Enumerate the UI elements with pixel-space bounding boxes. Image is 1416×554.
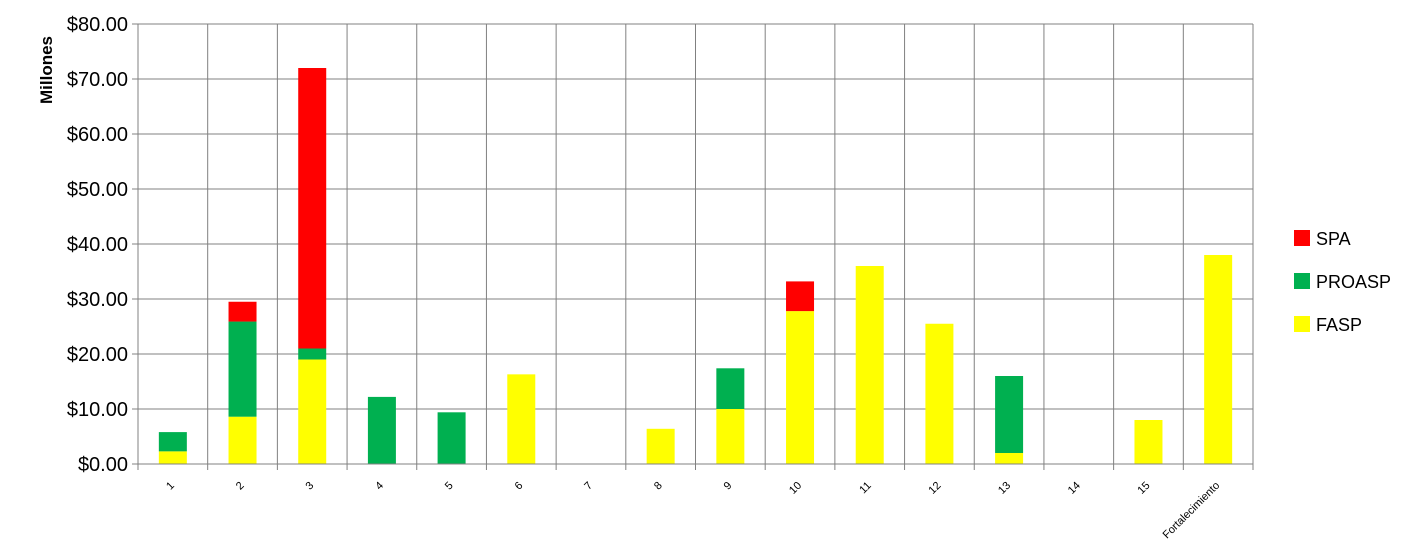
y-tick-label: $30.00 [67, 289, 128, 311]
y-tick-label: $70.00 [67, 69, 128, 91]
y-axis-label: Millones [37, 36, 56, 104]
x-tick-label: 4 [373, 480, 386, 493]
bar-fasp-8 [646, 428, 675, 464]
bar-fasp-12 [925, 323, 954, 464]
x-tick-label: 2 [234, 480, 247, 493]
bar-proasp-3 [298, 348, 327, 360]
y-tick-label: $60.00 [67, 124, 128, 146]
x-tick-labels: 1 2 3 4 5 6 7 8 9 10 11 12 13 14 15 Fortalecimiento [164, 480, 1222, 542]
bar-fasp-11 [855, 266, 884, 464]
bar-fasp-6 [507, 374, 536, 464]
bar-fasp-9 [716, 409, 745, 464]
legend-label-spa: SPA [1316, 229, 1351, 249]
bar-proasp-13 [995, 376, 1024, 453]
bar-proasp-4 [367, 396, 396, 464]
y-tick-label: $0.00 [78, 454, 128, 476]
legend-swatch-fasp [1294, 316, 1310, 332]
legend-label-fasp: FASP [1316, 315, 1362, 335]
y-tick-label: $50.00 [67, 179, 128, 201]
legend-swatch-spa [1294, 230, 1310, 246]
x-tick-label: 5 [443, 480, 456, 493]
bar-fasp-15 [1134, 420, 1163, 464]
x-tick-label: 11 [857, 480, 874, 497]
bar-proasp-5 [437, 412, 466, 464]
y-tick-label: $80.00 [67, 14, 128, 36]
y-tick-label: $20.00 [67, 344, 128, 366]
x-tick-label: Fortalecimiento [1161, 480, 1223, 542]
bar-fasp-1 [158, 451, 187, 464]
legend: SPA PROASP FASP [1294, 229, 1391, 335]
bar-proasp-2 [228, 321, 257, 417]
x-tick-label: 6 [513, 480, 526, 493]
x-tick-label: 9 [722, 480, 735, 493]
bar-fasp-13 [995, 453, 1024, 464]
bar-spa-3 [298, 68, 327, 349]
x-tick-label: 14 [1066, 480, 1083, 497]
x-tick-label: 13 [996, 480, 1013, 497]
bar-spa-10 [786, 281, 815, 312]
bar-proasp-9 [716, 368, 745, 409]
bar-fasp-10 [786, 311, 815, 464]
bar-fasp-fortalecimiento [1204, 255, 1233, 464]
x-tick-label: 10 [787, 480, 804, 497]
axes [132, 23, 1254, 470]
bar-fasp-3 [298, 359, 327, 464]
x-tick-label: 12 [926, 480, 943, 497]
legend-swatch-proasp [1294, 273, 1310, 289]
bars [158, 68, 1233, 464]
legend-label-proasp: PROASP [1316, 272, 1391, 292]
x-tick-label: 3 [304, 480, 317, 493]
x-tick-label: 7 [582, 480, 595, 493]
bar-proasp-1 [158, 432, 187, 452]
y-tick-label: $10.00 [67, 399, 128, 421]
x-tick-label: 1 [164, 480, 177, 493]
bar-fasp-2 [228, 416, 257, 464]
x-tick-label: 15 [1135, 480, 1152, 497]
y-tick-label: $40.00 [67, 234, 128, 256]
y-tick-labels: $0.00 $10.00 $20.00 $30.00 $40.00 $50.00 $60.0… [67, 14, 128, 476]
x-tick-label: 8 [652, 480, 665, 493]
bar-spa-2 [228, 301, 257, 322]
